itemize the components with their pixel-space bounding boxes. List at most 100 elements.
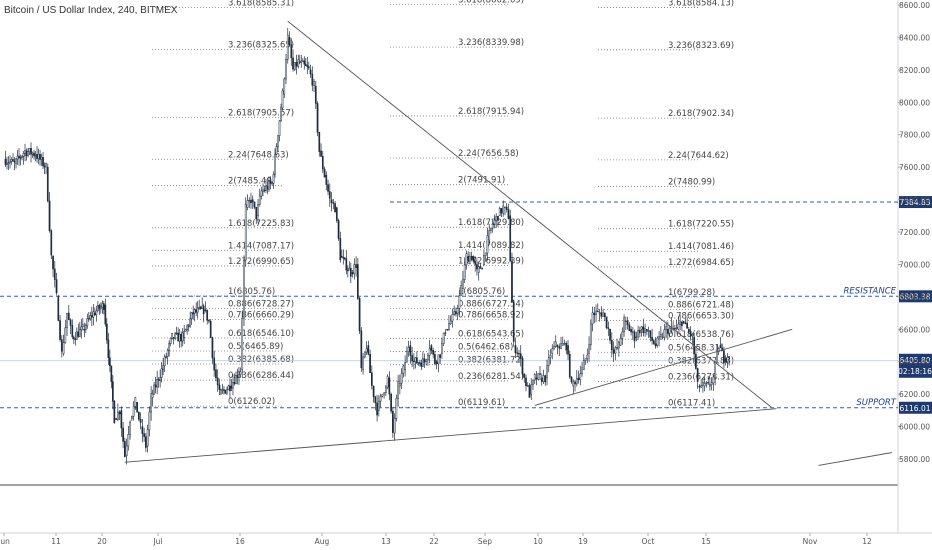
trend-lines (124, 20, 893, 466)
candle-body (307, 66, 310, 69)
candle-body (696, 368, 699, 382)
candle-body (235, 375, 237, 385)
x-tick-label: 20 (97, 537, 107, 546)
candle-body (25, 150, 28, 156)
candle-body (275, 146, 278, 155)
fib-level-label: 0.786(6653.30) (668, 312, 734, 322)
candle-body (374, 396, 377, 404)
candle-body (528, 385, 531, 398)
candle-body (345, 258, 348, 271)
price-tag-label: 6803.38 (899, 292, 930, 301)
candle-body (172, 337, 175, 339)
candle-body (288, 37, 291, 45)
candle-body (230, 385, 233, 389)
candle-body (213, 357, 216, 371)
candle-body (495, 216, 498, 221)
candle-body (518, 353, 520, 355)
candle-body (675, 327, 678, 329)
candle-body (318, 131, 321, 152)
fib-level-label: 0.886(6727.54) (458, 300, 524, 310)
candle-body (451, 314, 454, 322)
candle-body (546, 365, 548, 379)
candle-body (432, 350, 435, 355)
candle-body (728, 355, 731, 358)
candle-body (500, 208, 503, 214)
candle-body (36, 153, 38, 159)
candle-body (150, 393, 152, 413)
candle-body (623, 317, 625, 333)
candle-body (321, 156, 324, 170)
candle-body (98, 305, 101, 310)
candle-body (125, 445, 128, 457)
candle-body (227, 385, 230, 391)
candle-body (365, 348, 368, 353)
candle-body (266, 185, 269, 190)
candle-body (223, 389, 225, 391)
fib-level-label: 0.5(6465.89) (228, 342, 283, 352)
candle-body (156, 379, 158, 388)
candle-body (416, 357, 418, 364)
candle-body (532, 379, 534, 385)
trend-line[interactable] (124, 408, 777, 463)
time-axis: Jun 11 20 Jul 16 Aug 13 22 Sep 10 19 Oct 15 Nov 12 (0, 533, 872, 546)
candle-body (166, 350, 169, 357)
candle-body (574, 381, 576, 385)
candle-body (337, 220, 340, 239)
candle-body (246, 200, 249, 208)
trend-line[interactable] (534, 328, 793, 406)
candle-body (243, 259, 245, 319)
candle-body (18, 155, 20, 158)
candle-body (328, 191, 331, 199)
candle-body (702, 381, 704, 386)
candle-body (311, 73, 314, 86)
candle-body (570, 376, 573, 382)
candle-body (619, 337, 622, 346)
fib-level-label: 0.382(6385.68) (228, 355, 294, 365)
candle-body (453, 311, 456, 315)
candle-body (189, 318, 192, 327)
candle-body (184, 329, 187, 332)
candle-body (488, 230, 491, 241)
candle-body (62, 342, 65, 354)
candle-body (686, 322, 688, 329)
candle-body (163, 356, 166, 366)
candle-body (490, 227, 492, 231)
candle-body (81, 324, 84, 327)
candle-body (4, 158, 7, 165)
y-tick-label: 8000.00 (899, 98, 930, 107)
candle-body (427, 355, 429, 361)
trend-line[interactable] (287, 20, 772, 408)
trend-line[interactable] (818, 452, 893, 466)
candle-body (393, 418, 396, 434)
candle-body (547, 357, 550, 366)
x-tick-label: 11 (51, 537, 61, 546)
x-tick-label: 19 (578, 537, 588, 546)
candle-body (96, 305, 99, 312)
candle-body (238, 374, 240, 378)
candle-body (356, 264, 359, 299)
candle-body (216, 377, 219, 386)
candle-body (274, 153, 276, 175)
candle-body (446, 329, 449, 331)
candle-body (372, 385, 375, 398)
candle-body (609, 329, 611, 341)
candle-body (525, 377, 527, 387)
candle-body (476, 264, 478, 270)
candle-body (602, 312, 604, 317)
candle-body (355, 264, 357, 269)
candle-body (118, 411, 121, 415)
candle-body (43, 165, 46, 168)
candle-body (637, 330, 639, 338)
candle-body (295, 62, 298, 67)
fib-level-label: 2(7485.49) (228, 177, 275, 187)
candle-body (183, 330, 186, 338)
candle-body (95, 310, 98, 316)
candle-body (435, 361, 438, 365)
x-tick-label: 12 (862, 537, 872, 546)
candle-body (491, 223, 494, 229)
candle-body (286, 34, 289, 60)
x-tick-label: Sep (478, 537, 492, 546)
candle-body (136, 402, 138, 413)
candle-body (146, 429, 149, 447)
